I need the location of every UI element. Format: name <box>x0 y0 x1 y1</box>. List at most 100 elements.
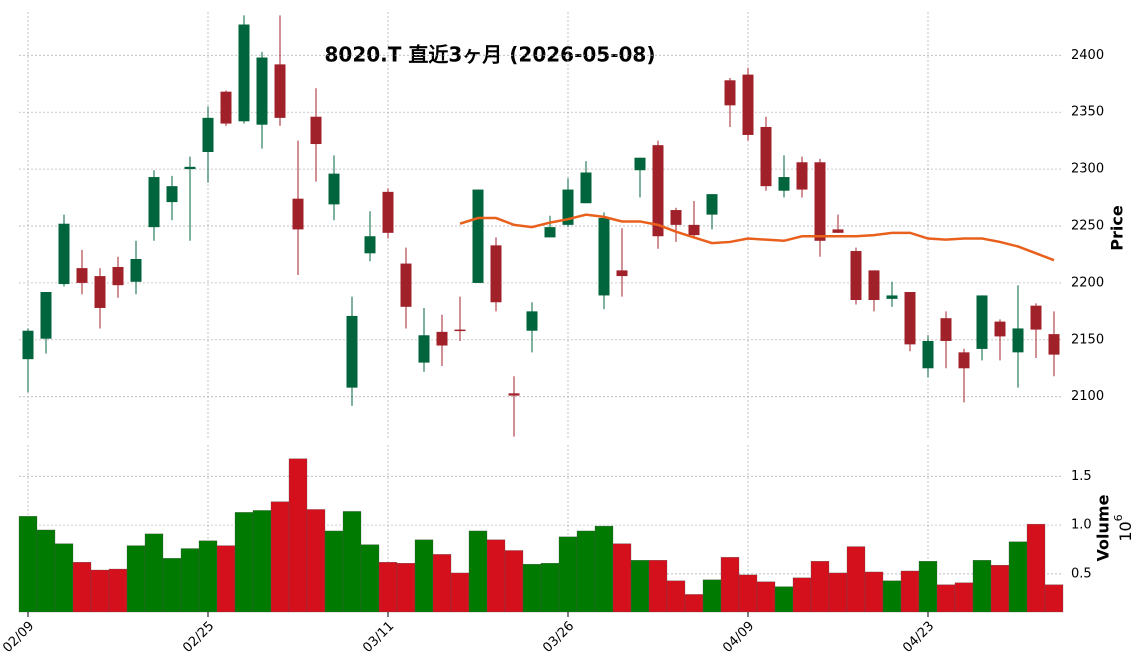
volume-bar <box>144 533 164 613</box>
volume-bar <box>1008 541 1028 613</box>
y-tick-label: 2350 <box>1071 105 1104 120</box>
volume-bar <box>594 525 614 613</box>
candle-body <box>976 295 988 349</box>
volume-bar <box>558 536 578 613</box>
candle-body <box>850 251 862 300</box>
volume-bar <box>18 516 38 613</box>
volume-bar <box>432 554 452 613</box>
volume-bar <box>684 594 704 613</box>
candle-body <box>544 227 556 238</box>
exponent-label: 106 <box>1112 514 1135 541</box>
volume-bar <box>36 529 56 613</box>
volume-bar <box>702 579 722 613</box>
volume-bar <box>972 560 992 613</box>
candle-body <box>562 189 574 225</box>
volume-bar <box>1026 523 1046 613</box>
volume-bar <box>738 574 758 613</box>
y-tick-label: 2300 <box>1071 162 1104 177</box>
candle-body <box>526 311 538 331</box>
volume-bar <box>900 570 920 613</box>
candle-body <box>724 80 736 106</box>
candle-body <box>778 177 790 191</box>
candle-body <box>598 218 610 296</box>
candle-body <box>904 292 916 345</box>
candle-body <box>40 292 52 339</box>
candle-body <box>1012 328 1024 353</box>
volume-bar <box>756 581 776 613</box>
x-tick-label: 03/11 <box>360 619 397 656</box>
y-tick-label: 2400 <box>1071 48 1104 63</box>
volume-bar <box>414 539 434 613</box>
candle-body <box>472 189 484 283</box>
candle-body <box>22 330 34 360</box>
candle-body <box>652 145 664 237</box>
candle-body <box>1048 334 1060 355</box>
candle-body <box>688 224 700 236</box>
volume-bar <box>486 539 506 613</box>
volume-bar <box>846 546 866 613</box>
volume-bar <box>936 584 956 613</box>
volume-bar <box>504 550 524 613</box>
y-tick-label: 1.5 <box>1071 469 1092 484</box>
volume-bar <box>216 545 236 613</box>
candle-body <box>886 295 898 299</box>
x-tick-label: 04/09 <box>720 619 757 656</box>
candle-body <box>400 263 412 307</box>
volume-bar <box>774 586 794 613</box>
candle-body <box>94 276 106 308</box>
volume-bar <box>90 569 110 613</box>
x-tick-label: 04/23 <box>900 619 937 656</box>
volume-bar <box>666 580 686 613</box>
moving-average-line <box>459 213 1055 262</box>
volume-bar <box>72 562 92 613</box>
candle-body <box>616 270 628 277</box>
volume-bar <box>162 558 182 613</box>
y-tick-label: 2250 <box>1071 219 1104 234</box>
candle-body <box>382 191 394 233</box>
candle-body <box>958 352 970 369</box>
volume-bar <box>864 571 884 613</box>
volume-bar <box>252 510 272 613</box>
volume-bar <box>54 543 74 613</box>
candle-body <box>58 223 70 285</box>
candle-body <box>76 268 88 283</box>
volume-bar <box>468 530 488 613</box>
volume-bar <box>270 501 290 613</box>
candle-body <box>508 393 520 396</box>
candle-body <box>346 315 358 388</box>
candle-body <box>1030 305 1042 330</box>
x-tick-label: 02/09 <box>0 619 37 656</box>
volume-bar <box>234 512 254 613</box>
candle-body <box>742 74 754 135</box>
candle-body <box>112 266 124 286</box>
exponent-base: 10 <box>1116 521 1135 541</box>
y-tick-label: 0.5 <box>1071 566 1092 581</box>
candle-body <box>832 229 844 233</box>
volume-bar <box>450 572 470 613</box>
y-tick-label: 1.0 <box>1071 518 1092 533</box>
y-tick-label: 2200 <box>1071 275 1104 290</box>
candle-body <box>940 318 952 341</box>
candle-body <box>454 329 466 332</box>
candle-body <box>706 194 718 215</box>
volume-bar <box>720 557 740 613</box>
volume-bar <box>648 560 668 613</box>
candle-body <box>238 24 250 122</box>
y-tick-label: 2150 <box>1071 332 1104 347</box>
volume-bar <box>522 563 542 613</box>
y2-axis-label: Volume <box>1094 494 1113 561</box>
candle-body <box>166 186 178 203</box>
volume-bar <box>954 582 974 613</box>
volume-bar <box>576 530 596 613</box>
candle-body <box>184 166 196 170</box>
y-axis-label: Price <box>1108 205 1127 251</box>
volume-bar <box>612 543 632 613</box>
volume-bar <box>180 548 200 613</box>
volume-bar <box>396 563 416 613</box>
volume-bar <box>198 540 218 613</box>
candle-body <box>490 245 502 303</box>
volume-bar <box>882 580 902 613</box>
candle-body <box>436 331 448 346</box>
x-tick-label: 03/26 <box>540 619 577 656</box>
